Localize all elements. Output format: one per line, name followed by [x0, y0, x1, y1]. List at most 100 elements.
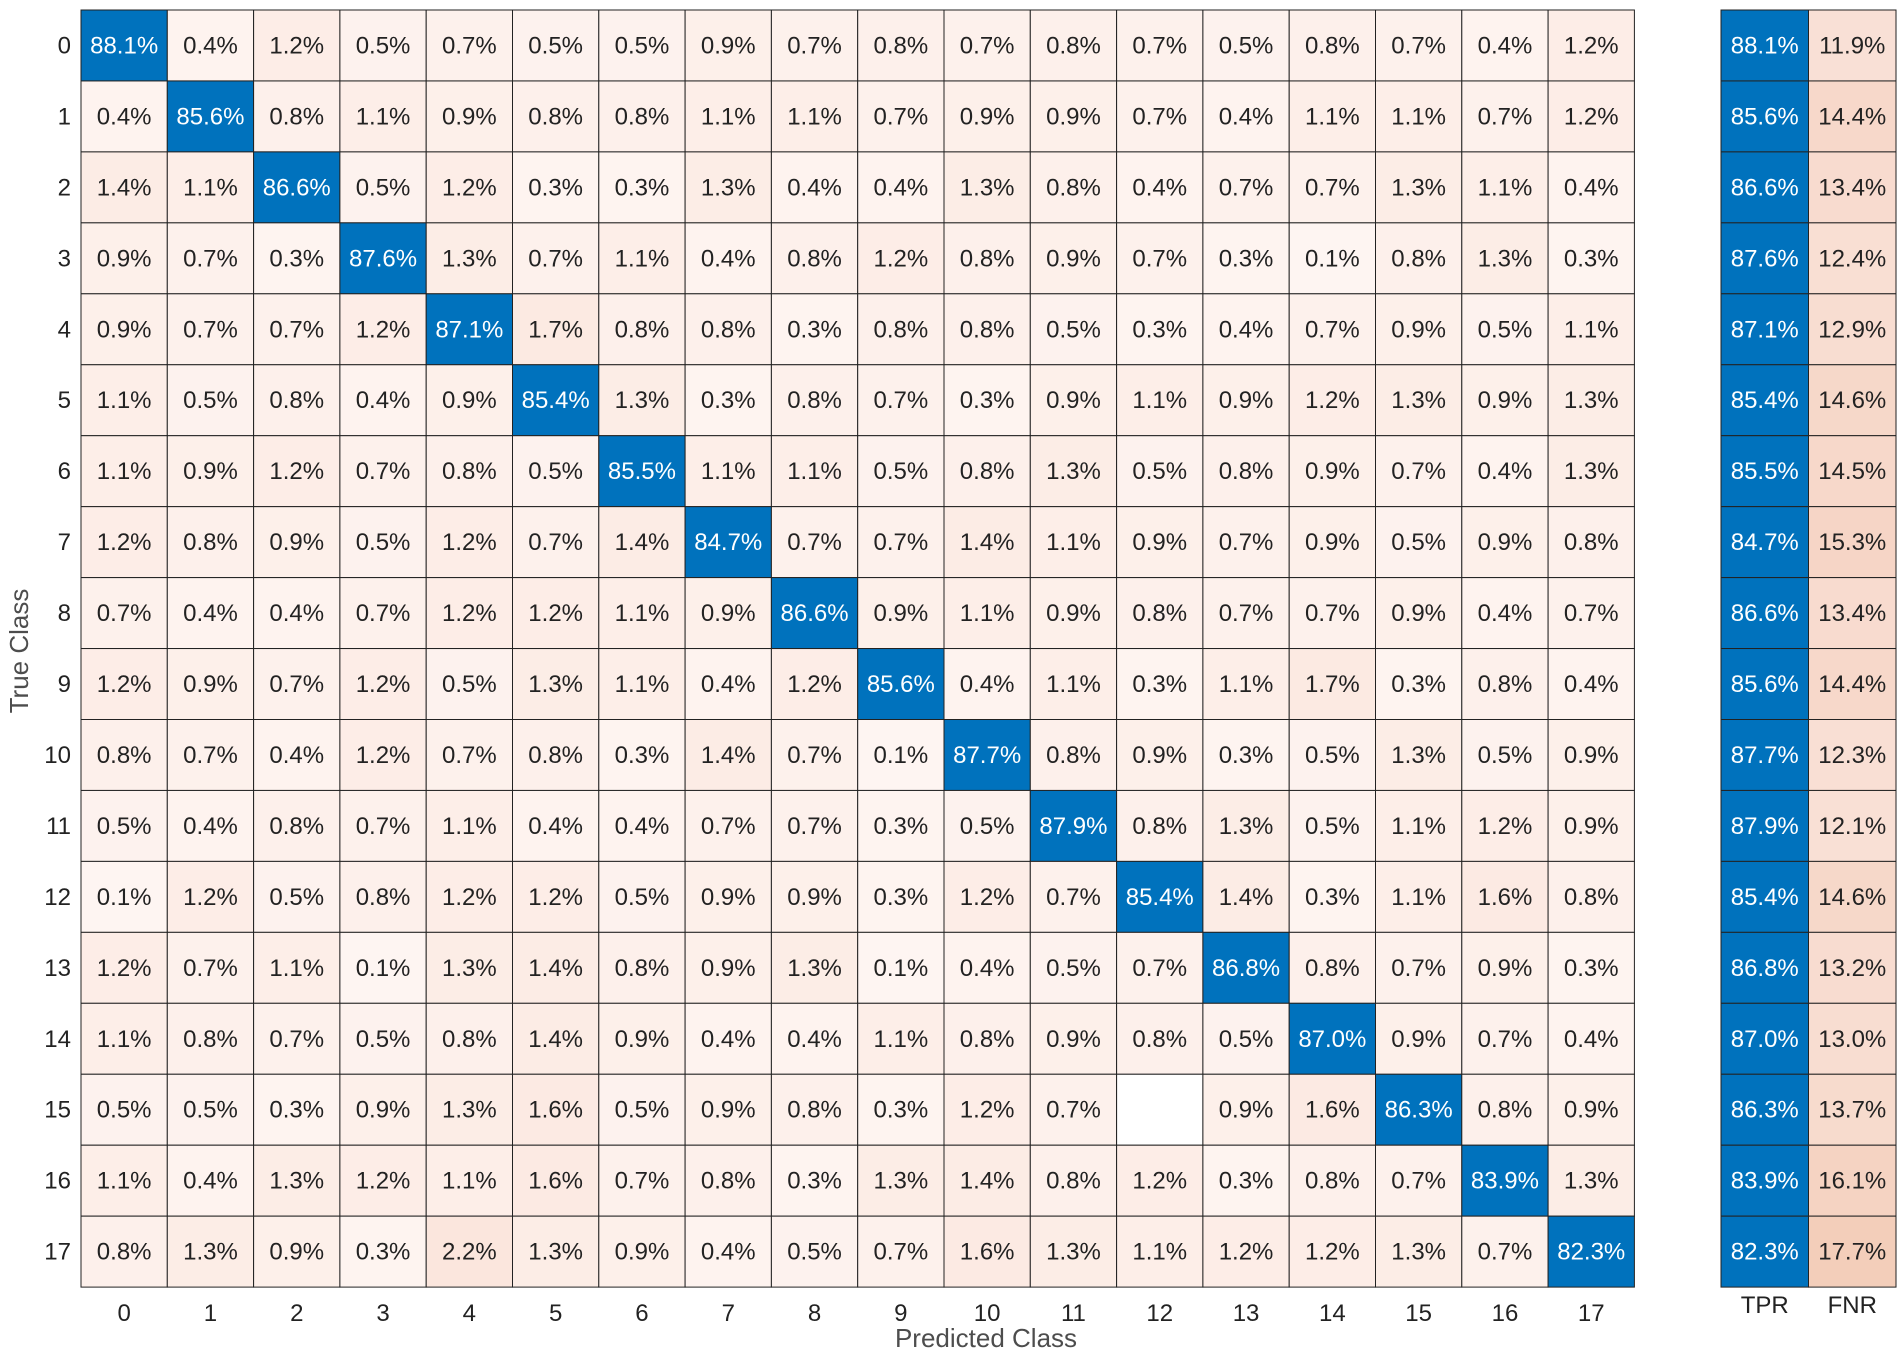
- matrix-cell-12-17: [1547, 860, 1635, 933]
- matrix-value-16-15: 0.7%: [1391, 1168, 1446, 1195]
- matrix-value-11-1: 0.4%: [183, 813, 238, 840]
- matrix-cell-7-2: [253, 506, 341, 579]
- matrix-cell-16-6: [598, 1144, 686, 1217]
- matrix-value-17-0: 0.8%: [97, 1239, 152, 1266]
- matrix-value-0-15: 0.7%: [1391, 32, 1446, 59]
- matrix-cell-10-0: [80, 719, 168, 791]
- matrix-value-12-5: 1.2%: [528, 884, 583, 911]
- matrix-value-5-5: 85.4%: [522, 387, 590, 414]
- matrix-cell-4-6: [598, 293, 686, 366]
- tpr-value-10: 87.7%: [1731, 742, 1799, 769]
- matrix-value-14-9: 1.1%: [873, 1026, 928, 1053]
- matrix-value-11-13: 1.3%: [1219, 813, 1274, 840]
- matrix-value-1-7: 1.1%: [701, 103, 756, 130]
- matrix-value-2-0: 1.4%: [97, 174, 152, 201]
- matrix-value-13-5: 1.4%: [528, 955, 583, 982]
- matrix-cell-7-5: [512, 506, 600, 579]
- tpr-value-8: 86.6%: [1731, 600, 1799, 627]
- matrix-cell-4-9: [857, 293, 945, 366]
- col-tick-label-8: 8: [808, 1300, 821, 1327]
- matrix-value-12-2: 0.5%: [269, 884, 324, 911]
- matrix-cell-6-2: [253, 435, 341, 508]
- matrix-cell-3-17: [1547, 222, 1635, 295]
- matrix-cell-7-11: [1029, 506, 1118, 579]
- tpr-cell-14: [1720, 1002, 1809, 1075]
- matrix-value-0-3: 0.5%: [356, 32, 411, 59]
- matrix-value-6-13: 0.8%: [1219, 458, 1274, 485]
- matrix-value-1-8: 1.1%: [787, 103, 842, 130]
- summary-col-label-tpr: TPR: [1741, 1292, 1789, 1319]
- matrix-cell-10-3: [339, 719, 427, 791]
- matrix-value-16-6: 0.7%: [615, 1168, 670, 1195]
- matrix-value-4-14: 0.7%: [1305, 316, 1360, 343]
- matrix-cell-16-11: [1029, 1144, 1118, 1217]
- matrix-value-9-13: 1.1%: [1219, 671, 1274, 698]
- row-tick-label-4: 4: [58, 316, 71, 343]
- matrix-value-12-10: 1.2%: [960, 884, 1015, 911]
- matrix-value-7-1: 0.8%: [183, 529, 238, 556]
- fnr-cell-14: [1808, 1002, 1897, 1075]
- matrix-value-1-1: 85.6%: [176, 103, 244, 130]
- matrix-value-7-8: 0.7%: [787, 529, 842, 556]
- matrix-value-17-2: 0.9%: [269, 1239, 324, 1266]
- matrix-cell-15-16: [1461, 1073, 1549, 1146]
- matrix-cell-14-12: [1116, 1002, 1204, 1075]
- matrix-value-3-13: 0.3%: [1219, 245, 1274, 272]
- matrix-cell-5-7: [684, 364, 772, 437]
- matrix-value-10-16: 0.5%: [1478, 742, 1533, 769]
- matrix-value-15-2: 0.3%: [269, 1097, 324, 1124]
- tpr-value-17: 82.3%: [1731, 1239, 1799, 1266]
- matrix-value-8-16: 0.4%: [1478, 600, 1533, 627]
- matrix-value-16-11: 0.8%: [1046, 1168, 1101, 1195]
- matrix-value-0-12: 0.7%: [1132, 32, 1187, 59]
- summary-col-label-fnr: FNR: [1828, 1292, 1877, 1319]
- matrix-cell-12-9: [857, 860, 945, 933]
- matrix-value-10-10: 87.7%: [953, 742, 1021, 769]
- matrix-value-14-10: 0.8%: [960, 1026, 1015, 1053]
- matrix-cell-16-3: [339, 1144, 427, 1217]
- matrix-value-11-17: 0.9%: [1564, 813, 1619, 840]
- matrix-value-13-11: 0.5%: [1046, 955, 1101, 982]
- fnr-cell-12: [1808, 860, 1897, 933]
- matrix-cell-4-14: [1288, 293, 1376, 366]
- matrix-value-2-7: 1.3%: [701, 174, 756, 201]
- matrix-cell-12-10: [943, 860, 1031, 933]
- matrix-value-14-8: 0.4%: [787, 1026, 842, 1053]
- matrix-cell-9-15: [1375, 648, 1463, 720]
- col-tick-label-16: 16: [1492, 1300, 1519, 1327]
- matrix-value-0-10: 0.7%: [960, 32, 1015, 59]
- matrix-cell-6-3: [339, 435, 427, 508]
- matrix-value-6-8: 1.1%: [787, 458, 842, 485]
- matrix-cell-14-6: [598, 1002, 686, 1075]
- matrix-cell-1-3: [339, 80, 427, 153]
- matrix-value-1-3: 1.1%: [356, 103, 411, 130]
- matrix-value-9-6: 1.1%: [615, 671, 670, 698]
- matrix-cell-4-2: [253, 293, 341, 366]
- matrix-value-7-7: 84.7%: [694, 529, 762, 556]
- matrix-value-15-8: 0.8%: [787, 1097, 842, 1124]
- matrix-cell-1-4: [425, 80, 514, 153]
- matrix-value-16-5: 1.6%: [528, 1168, 583, 1195]
- matrix-cell-9-9: [857, 648, 945, 720]
- matrix-value-4-2: 0.7%: [269, 316, 324, 343]
- matrix-value-17-5: 1.3%: [528, 1239, 583, 1266]
- matrix-cell-10-15: [1375, 719, 1463, 791]
- matrix-value-1-10: 0.9%: [960, 103, 1015, 130]
- fnr-cell-5: [1808, 364, 1897, 437]
- matrix-cell-17-13: [1202, 1215, 1290, 1288]
- matrix-value-8-7: 0.9%: [701, 600, 756, 627]
- matrix-value-2-12: 0.4%: [1132, 174, 1187, 201]
- matrix-value-5-0: 1.1%: [97, 387, 152, 414]
- matrix-cell-17-6: [598, 1215, 686, 1288]
- matrix-cell-9-0: [80, 648, 168, 720]
- matrix-cell-7-17: [1547, 506, 1635, 579]
- row-tick-label-17: 17: [44, 1239, 71, 1266]
- matrix-value-2-13: 0.7%: [1219, 174, 1274, 201]
- row-tick-label-7: 7: [58, 529, 71, 556]
- matrix-cell-1-1: [166, 80, 255, 153]
- matrix-value-4-5: 1.7%: [528, 316, 583, 343]
- matrix-value-5-1: 0.5%: [183, 387, 238, 414]
- matrix-cell-4-12: [1116, 293, 1204, 366]
- matrix-value-5-16: 0.9%: [1478, 387, 1533, 414]
- matrix-value-12-11: 0.7%: [1046, 884, 1101, 911]
